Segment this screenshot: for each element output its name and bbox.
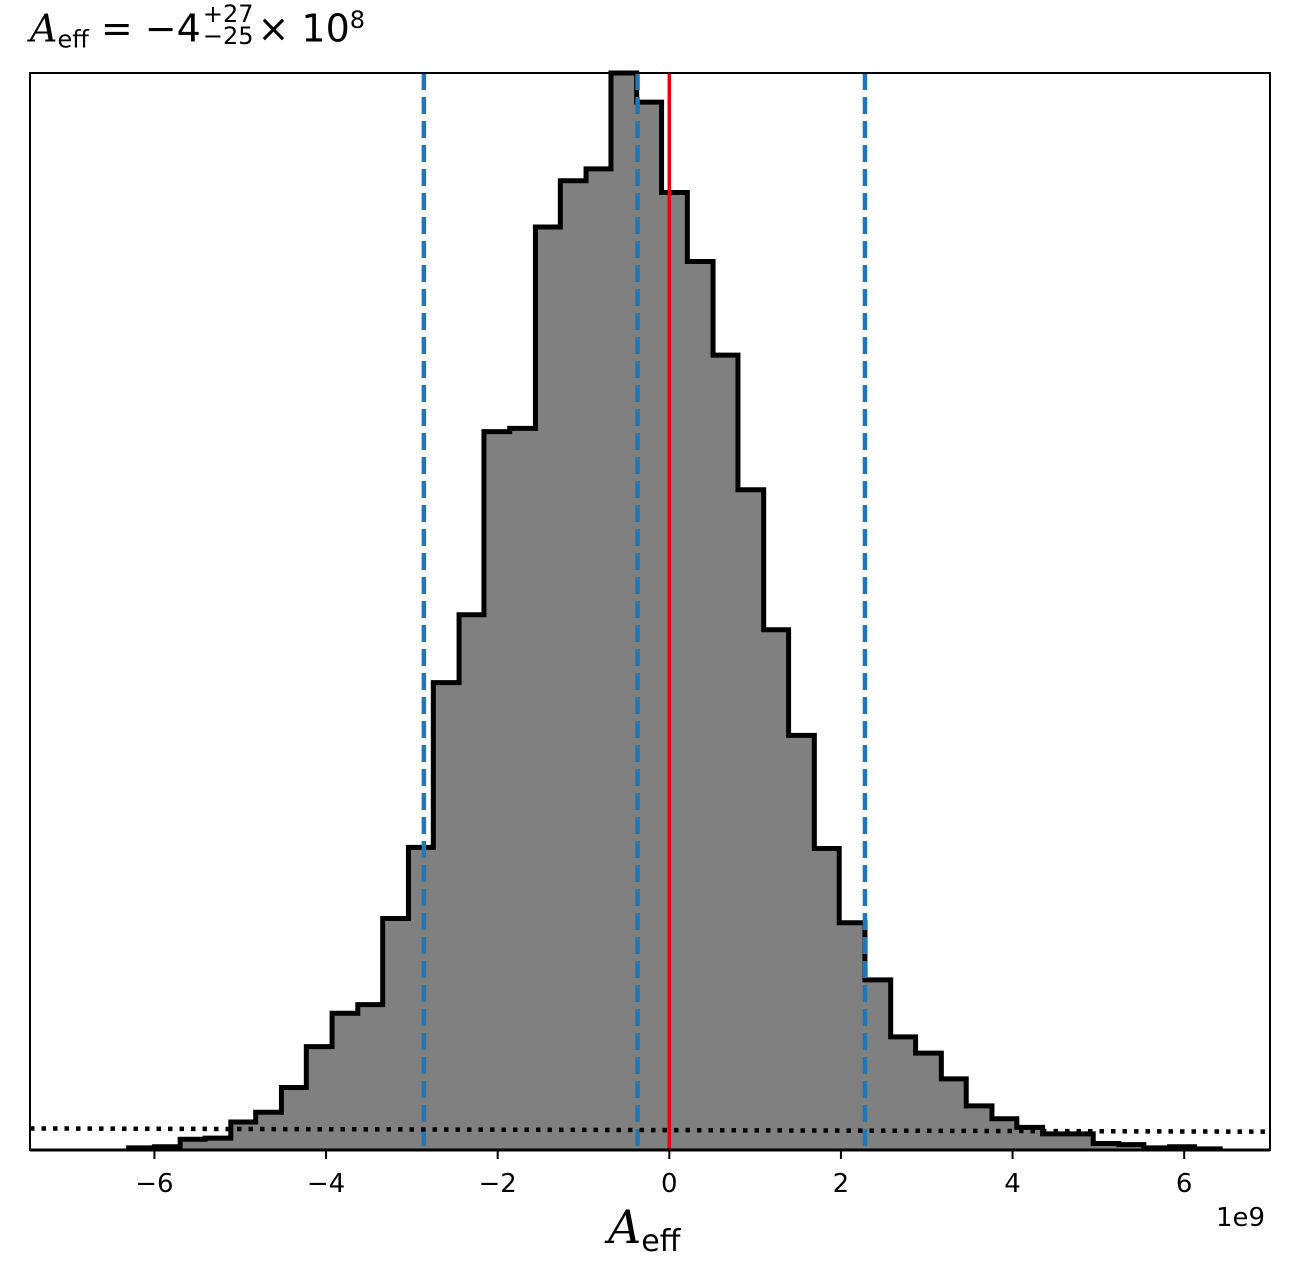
histogram-bar xyxy=(560,180,587,1150)
histogram-bar xyxy=(509,428,536,1150)
x-tick-label: 6 xyxy=(1176,1169,1193,1199)
x-ticks: −6 −4 −2 0 2 4 6 xyxy=(135,1150,1192,1199)
reference-lines xyxy=(421,73,868,1150)
histogram-outline xyxy=(126,70,1223,1152)
histogram-bar xyxy=(535,227,561,1151)
histogram-bar xyxy=(586,168,612,1150)
histogram-bar xyxy=(636,102,663,1151)
histogram-bar xyxy=(610,73,638,1150)
histogram-bar xyxy=(459,614,485,1150)
histogram-bars xyxy=(128,73,1221,1151)
histogram-bar xyxy=(255,1112,282,1150)
x-tick-label: 4 xyxy=(1004,1169,1021,1199)
histogram-bar xyxy=(890,1036,917,1150)
histogram-bar xyxy=(1042,1133,1069,1150)
histogram-bar xyxy=(483,431,511,1150)
x-tick-label: 0 xyxy=(661,1169,678,1199)
title-subscript: eff xyxy=(57,25,89,54)
histogram-bar xyxy=(864,979,892,1150)
histogram-bar xyxy=(382,918,409,1150)
histogram-bar xyxy=(1118,1144,1145,1150)
histogram-bar xyxy=(941,1078,967,1150)
x-axis-label-subscript: eff xyxy=(641,1224,681,1259)
histogram-bar xyxy=(230,1121,257,1150)
histogram-bar xyxy=(408,847,434,1150)
histogram-bar xyxy=(357,1004,384,1150)
histogram-bar xyxy=(839,922,866,1150)
histogram-bar xyxy=(661,192,688,1150)
histogram-bar xyxy=(687,261,714,1151)
title-multiplier: × 10 xyxy=(257,6,350,51)
histogram-bar xyxy=(433,682,460,1150)
histogram-bar xyxy=(737,489,765,1150)
title-exponent: 8 xyxy=(349,6,366,34)
histogram-bar xyxy=(180,1139,206,1150)
title-central-value: −4 xyxy=(144,6,201,51)
histogram-bar xyxy=(763,629,790,1150)
histogram-bar xyxy=(814,848,840,1150)
histogram-bar xyxy=(991,1118,1018,1150)
x-axis-label-symbol: A xyxy=(608,1200,642,1254)
title-minus-error: −25 xyxy=(202,22,254,51)
x-axis-label: Aeff xyxy=(608,1200,680,1259)
histogram-bar xyxy=(713,355,739,1150)
histogram-bar xyxy=(306,1046,333,1150)
histogram-bar xyxy=(788,735,815,1150)
histogram-bar xyxy=(966,1105,993,1150)
chart-title: Aeff = −4 +27 −25 × 108 xyxy=(30,0,366,54)
title-plus-error: +27 xyxy=(202,0,254,29)
x-tick-label: 2 xyxy=(833,1169,850,1199)
title-equals: = xyxy=(100,6,133,51)
x-tick-label: −6 xyxy=(135,1169,173,1199)
histogram-bar xyxy=(915,1053,942,1150)
title-errors: +27 −25 xyxy=(202,0,254,51)
x-tick-label: −2 xyxy=(479,1169,517,1199)
histogram-bar xyxy=(205,1138,232,1150)
histogram-bar xyxy=(281,1087,307,1150)
title-symbol: A xyxy=(30,6,58,51)
histogram-bar xyxy=(1068,1133,1094,1150)
x-tick-label: −4 xyxy=(307,1169,345,1199)
histogram-bar xyxy=(1093,1143,1120,1150)
x-axis-offset-label: 1e9 xyxy=(1216,1203,1266,1233)
